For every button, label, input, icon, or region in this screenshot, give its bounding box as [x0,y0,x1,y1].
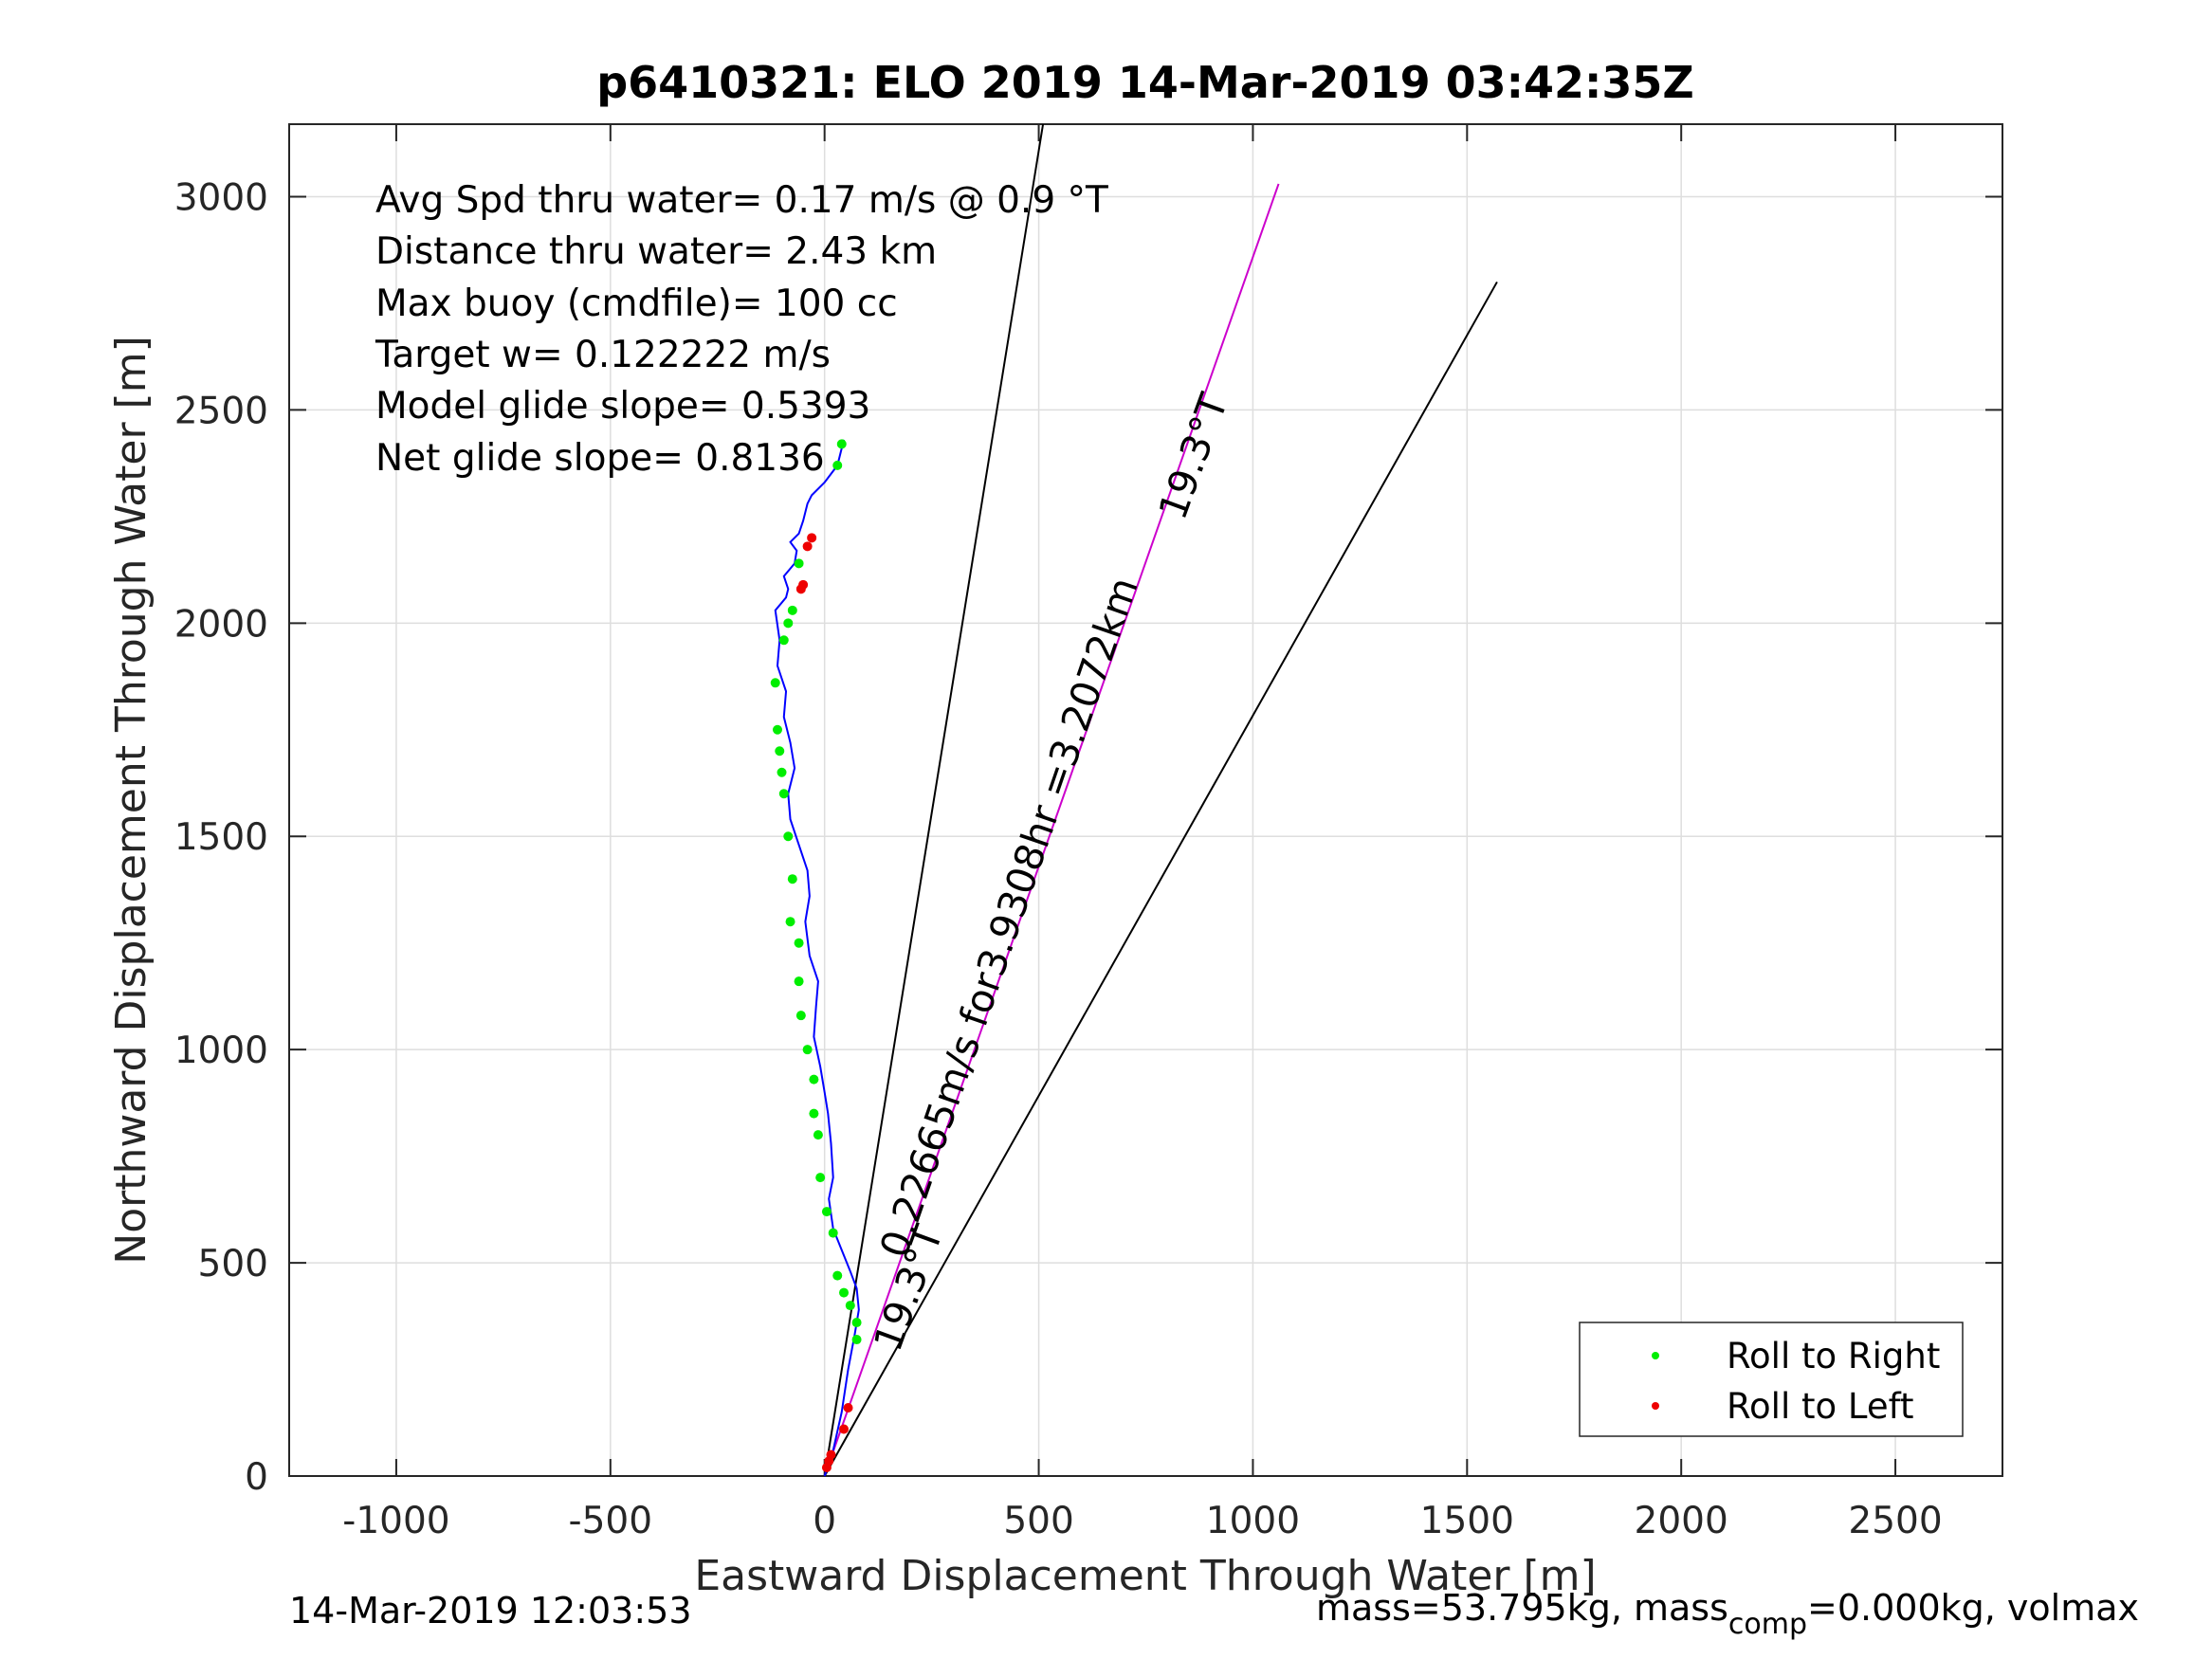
x-tick-label: 2000 [1635,1500,1728,1542]
roll-left-marker [826,1449,836,1460]
roll-right-marker [845,1301,855,1311]
roll-right-marker [794,558,804,569]
roll-right-marker [777,767,787,777]
footer-mass-sub: comp [1728,1608,1807,1641]
roll-right-marker [832,460,843,470]
y-axis-label: Northward Displacement Through Water [m] [107,336,155,1264]
x-tick-label: 1000 [1206,1500,1300,1542]
roll-right-marker [785,917,795,927]
roll-right-marker [821,1207,832,1217]
x-axis-label: Eastward Displacement Through Water [m] [694,1552,1596,1600]
annotation-line: Distance thru water= 2.43 km [375,230,937,273]
roll-right-marker [839,1287,850,1298]
footer-timestamp: 14-Mar-2019 12:03:53 [289,1590,692,1632]
roll-right-marker [770,678,780,688]
legend-marker-roll-right [1652,1352,1659,1359]
roll-right-marker [851,1335,862,1345]
roll-markers [770,439,862,1473]
roll-right-marker [794,976,804,987]
x-tick-label: 1500 [1420,1500,1514,1542]
roll-right-marker [828,1228,838,1238]
axes-frame [288,123,2003,1477]
x-tick-label: -1000 [342,1500,449,1542]
annotation-line: Net glide slope= 0.8136 [375,437,825,480]
roll-right-marker [832,1270,843,1281]
roll-right-marker [813,1130,823,1140]
roll-right-marker [778,789,789,799]
roll-right-marker [783,831,794,842]
roll-right-marker [794,938,804,948]
roll-left-marker [843,1403,853,1413]
roll-left-marker [807,533,817,543]
roll-right-marker [772,724,782,735]
roll-left-marker [839,1424,850,1434]
footer-mass: mass=53.795kg, masscomp=0.000kg, volmax [1316,1587,2139,1641]
y-tick-labels: 0 500 1000 1500 2000 2500 3000 [174,176,268,1499]
roll-right-marker [815,1173,826,1183]
heading-lines [823,123,1498,1477]
annotation-line: Model glide slope= 0.5393 [375,385,870,428]
y-tick-label: 1500 [174,816,268,859]
roll-right-marker [795,1011,806,1021]
roll-right-marker [787,874,797,884]
footer-mass-text: mass=53.795kg, mass [1316,1587,1728,1629]
heading-line [823,183,1280,1477]
roll-right-marker [775,746,785,757]
roll-right-marker [836,439,847,449]
x-tick-label: 500 [1003,1500,1073,1542]
heading-line [823,281,1498,1477]
annotation-line: Avg Spd thru water= 0.17 m/s @ 0.9 °T [375,179,1108,222]
roll-right-marker [778,635,789,646]
legend-label-roll-left: Roll to Left [1727,1386,1914,1427]
annotation-line: Max buoy (cmdfile)= 100 cc [375,283,898,325]
chart-title: p6410321: ELO 2019 14-Mar-2019 03:42:35Z [596,57,1694,108]
y-tick-label: 0 [245,1456,268,1499]
stats-annotation: Avg Spd thru water= 0.17 m/s @ 0.9 °T Di… [375,179,1108,480]
heading-line [823,123,1045,1477]
y-tick-label: 1000 [174,1030,268,1072]
y-tick-label: 2000 [174,603,268,646]
axis-ticks [289,124,2002,1477]
roll-right-marker [783,618,794,629]
x-tick-label: -500 [569,1500,653,1542]
roll-left-marker [798,579,809,590]
x-tick-label: 0 [813,1500,836,1542]
roll-right-marker [809,1108,819,1119]
track-series [774,439,860,1477]
legend-label-roll-right: Roll to Right [1727,1336,1940,1376]
roll-right-marker [802,1045,813,1055]
legend: Roll to Right Roll to Left [1579,1322,1964,1437]
x-tick-label: 2500 [1848,1500,1942,1542]
y-tick-label: 3000 [174,176,268,219]
roll-left-marker [802,541,813,552]
x-tick-labels: -1000 -500 0 500 1000 1500 2000 2500 [342,1500,1942,1542]
y-tick-label: 500 [198,1243,268,1285]
legend-marker-roll-left [1652,1402,1659,1410]
roll-right-marker [809,1074,819,1085]
roll-right-marker [851,1318,862,1328]
annotation-line: Target w= 0.122222 m/s [375,334,831,376]
track-line [774,439,860,1477]
legend-box [1579,1322,1964,1437]
roll-right-marker [787,605,797,615]
footer-mass-rest: =0.000kg, volmax [1807,1587,2139,1629]
y-tick-label: 2500 [174,390,268,432]
